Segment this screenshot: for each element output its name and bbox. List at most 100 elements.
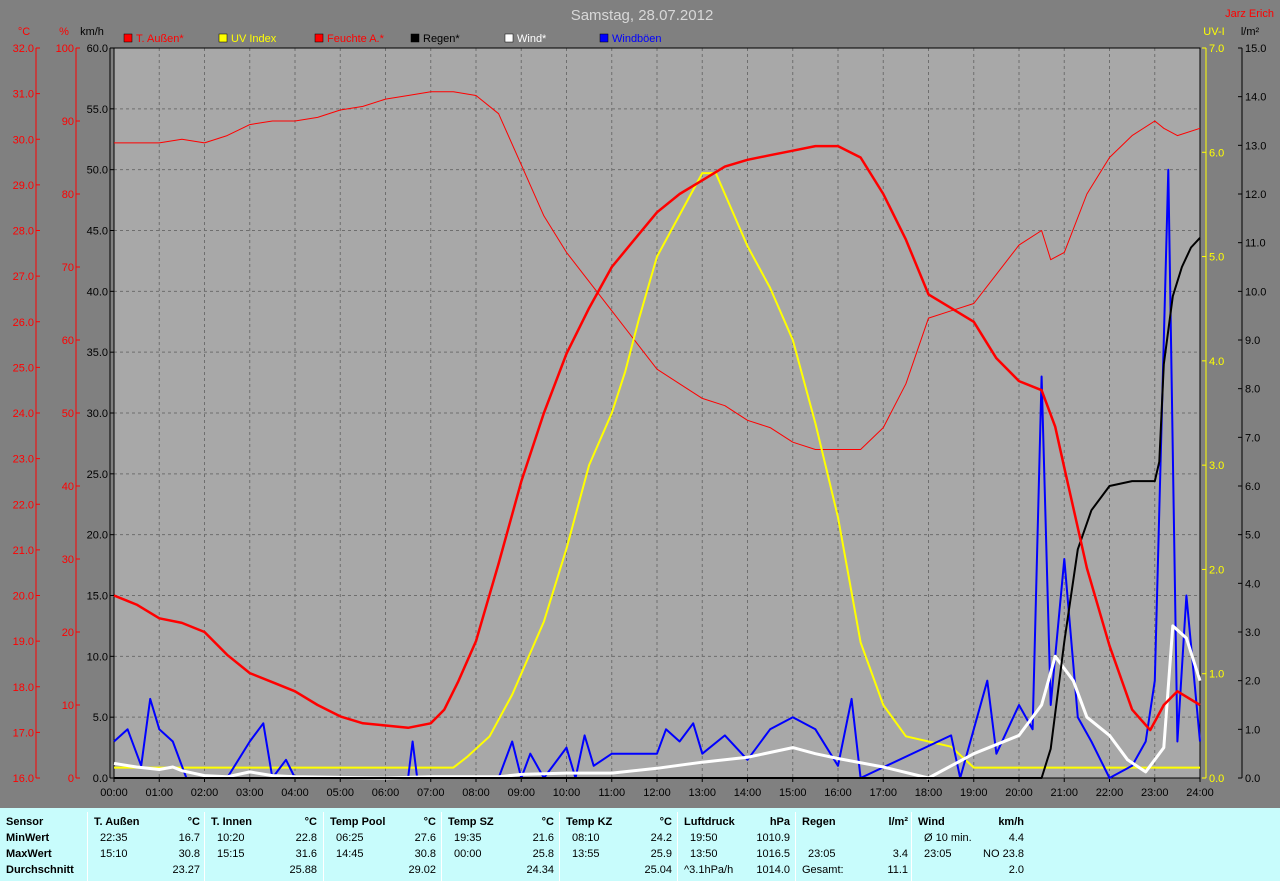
uv-tick-label: 0.0 [1209,773,1224,785]
temp-tick-label: 26.0 [13,317,34,329]
stats-min-value: 24.2 [650,832,672,844]
stats-avg-value: 29.02 [408,864,436,876]
temp-tick-label: 30.0 [13,134,34,146]
x-tick-label: 07:00 [417,787,445,799]
rain-tick-label: 5.0 [1245,530,1260,542]
statistics-table: Sensor MinWert MaxWert Durchschnitt T. Außen… [0,808,1280,881]
stats-group-name: Temp Pool [330,816,386,828]
stats-max-time: 14:45 [336,848,364,860]
hum-tick-label: 10 [62,700,74,712]
stats-divider [204,812,205,881]
stats-avg-time: ^3.1hPa/h [684,864,734,876]
stats-min-time: 08:10 [572,832,600,844]
series-layer [113,91,1202,780]
stats-max-value: 31.6 [295,848,317,860]
legend-label: UV Index [231,33,277,45]
x-tick-label: 11:00 [598,787,625,799]
temp-tick-label: 29.0 [13,180,34,192]
stats-avg-value: 24.34 [526,864,554,876]
x-tick-label: 01:00 [145,787,173,799]
rain-axis-unit: l/m² [1241,26,1260,38]
stats-group-name: T. Innen [211,816,252,828]
stats-max-time: 13:50 [690,848,718,860]
rain-tick-label: 10.0 [1245,286,1266,298]
stats-avg-value: 1014.0 [756,864,790,876]
stats-group-name: Luftdruck [684,816,735,828]
rain-line [114,237,1201,779]
stats-group-name: Temp SZ [448,816,494,828]
temp-tick-label: 19.0 [13,636,34,648]
hum-tick-label: 20 [62,627,74,639]
stats-min-time: 19:50 [690,832,718,844]
rain-tick-label: 15.0 [1245,43,1266,55]
stats-max-time: 23:05 [808,848,836,860]
stats-group-name: Regen [802,816,836,828]
uv-tick-label: 4.0 [1209,356,1224,368]
stats-min-value: 27.6 [414,832,436,844]
stats-min-value: 22.8 [295,832,317,844]
wind-tick-label: 50.0 [87,165,108,177]
hum-tick-label: 30 [62,554,74,566]
stats-avg-time: Gesamt: [802,864,844,876]
rain-tick-label: 0.0 [1245,773,1260,785]
wind-tick-label: 60.0 [87,43,108,55]
stats-divider [323,812,324,881]
legend-swatch [599,33,609,43]
stats-min-time: 22:35 [100,832,128,844]
x-tick-label: 16:00 [824,787,852,799]
stats-min-value: 4.4 [1008,832,1024,844]
temp-tick-label: 32.0 [13,43,34,55]
wind-tick-label: 10.0 [87,651,108,663]
wind-tick-label: 0.0 [93,773,108,785]
stats-avg-value: 2.0 [1008,864,1024,876]
x-tick-label: 19:00 [960,787,988,799]
uv-tick-label: 5.0 [1209,252,1224,264]
stats-group-unit: °C [541,816,554,828]
uv-tick-label: 1.0 [1209,669,1224,681]
outside-temp-line [113,144,1201,732]
rain-tick-label: 13.0 [1245,140,1266,152]
stats-min-time: Ø 10 min. [924,832,972,844]
stats-row-label: MinWert [6,832,50,844]
wind-tick-label: 20.0 [87,530,108,542]
rain-tick-label: 11.0 [1245,238,1266,250]
x-tick-label: 03:00 [236,787,264,799]
temp-tick-label: 23.0 [13,454,34,466]
x-tick-label: 12:00 [643,787,671,799]
rain-tick-label: 2.0 [1245,676,1260,688]
x-tick-label: 24:00 [1186,787,1214,799]
x-tick-label: 20:00 [1005,787,1033,799]
x-tick-label: 18:00 [915,787,943,799]
stats-group-name: T. Außen [94,816,140,828]
stats-min-value: 21.6 [532,832,554,844]
stats-max-value: 30.8 [414,848,436,860]
x-tick-label: 15:00 [779,787,807,799]
legend-swatch [504,33,514,43]
legend-swatch [410,33,420,43]
x-tick-label: 04:00 [281,787,309,799]
uv-tick-label: 7.0 [1209,43,1224,55]
rain-tick-label: 7.0 [1245,432,1260,444]
hum-tick-label: 60 [62,335,74,347]
legend-label: Feuchte A.* [327,33,385,45]
stats-min-value: 16.7 [178,832,200,844]
x-tick-label: 00:00 [100,787,128,799]
axes: 00:00 01:00 02:00 03:00 04:00 05:00 06:00 07:00… [13,26,1267,799]
wind-tick-label: 35.0 [87,347,108,359]
wind-gust-line [113,168,1201,779]
weather-chart: 00:00 01:00 02:00 03:00 04:00 05:00 06:00 07:00… [12,7,1274,799]
uv-tick-label: 6.0 [1209,147,1224,159]
stats-max-time: 15:15 [217,848,245,860]
wind-tick-label: 30.0 [87,408,108,420]
wind-tick-label: 55.0 [87,104,108,116]
rain-tick-label: 12.0 [1245,189,1266,201]
stats-divider [795,812,796,881]
temp-tick-label: 22.0 [13,499,34,511]
legend-swatch [218,33,228,43]
legend-label: Wind* [517,33,547,45]
stats-avg-value: 11.1 [887,864,908,876]
legend: T. Außen* UV Index Feuchte A.* Regen* Wind* W… [123,33,662,45]
stats-min-value: 1010.9 [756,832,790,844]
rain-tick-label: 1.0 [1245,724,1260,736]
stats-row-label: Durchschnitt [6,864,74,876]
